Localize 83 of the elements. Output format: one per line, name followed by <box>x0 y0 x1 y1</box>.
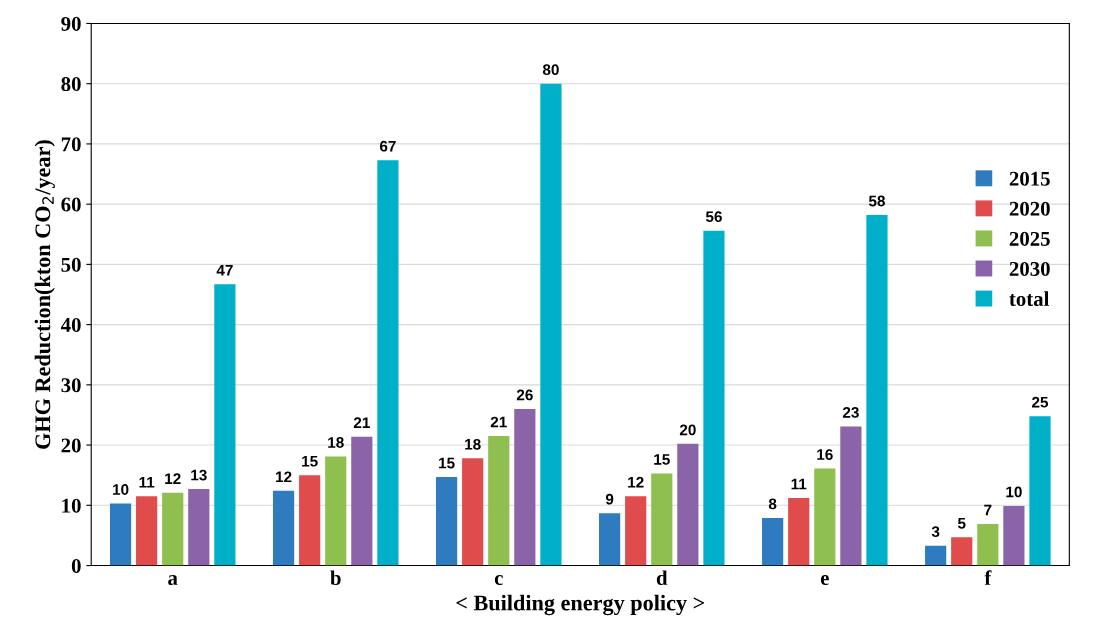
data-label: 7 <box>984 504 992 516</box>
x-tick-label: d <box>656 570 668 586</box>
legend-label: 2025 <box>1009 231 1050 246</box>
bar <box>351 436 373 566</box>
data-label: 11 <box>139 477 155 488</box>
y-tick-label: 30 <box>61 378 81 393</box>
data-label: 80 <box>542 64 559 76</box>
bar <box>299 475 321 566</box>
bar <box>540 83 562 566</box>
y-tick-label: 50 <box>61 257 81 272</box>
legend-label: total <box>1009 291 1050 306</box>
y-tick-label: 10 <box>62 498 81 513</box>
y-tick-label: 0 <box>71 558 81 573</box>
bar <box>325 456 347 566</box>
bar <box>625 496 647 566</box>
bar <box>1029 416 1051 566</box>
data-label: 9 <box>605 493 614 505</box>
bar <box>462 458 484 566</box>
data-label: 21 <box>353 417 370 428</box>
bar <box>840 426 862 566</box>
data-label: 3 <box>931 526 940 538</box>
bar <box>188 489 210 566</box>
bar <box>814 468 836 566</box>
x-tick-label: e <box>820 575 829 586</box>
data-label: 25 <box>1032 396 1049 408</box>
bar <box>925 545 947 566</box>
data-label: 56 <box>705 211 722 223</box>
bar <box>866 214 888 566</box>
bar <box>651 473 673 566</box>
bar <box>1003 505 1025 566</box>
x-tick-label: c <box>494 575 503 586</box>
bar <box>762 517 784 566</box>
x-tick-label: f <box>984 570 992 585</box>
x-axis-title: < Building energy policy > <box>456 594 705 616</box>
data-label: 26 <box>516 389 533 401</box>
bar <box>136 496 158 566</box>
legend-label: 2020 <box>1009 201 1050 216</box>
data-label: 5 <box>957 517 966 529</box>
data-label: 8 <box>768 498 777 510</box>
data-label: 11 <box>791 478 807 490</box>
bar <box>514 408 536 566</box>
data-label: 10 <box>113 484 129 495</box>
data-label: 18 <box>465 438 481 450</box>
data-label: 15 <box>439 457 455 469</box>
data-label: 15 <box>654 454 670 465</box>
y-tick-label: 70 <box>61 137 81 152</box>
bar <box>109 503 132 566</box>
y-tick-label: 80 <box>61 77 81 92</box>
data-label: 23 <box>842 407 859 418</box>
data-label: 67 <box>379 140 396 152</box>
data-label: 12 <box>276 471 292 483</box>
bar <box>436 476 458 566</box>
bar <box>703 230 725 566</box>
bar <box>162 492 184 566</box>
y-tick-label: 20 <box>61 438 81 453</box>
data-label: 21 <box>490 416 507 428</box>
bar <box>272 490 295 566</box>
data-label: 12 <box>628 476 644 488</box>
data-label: 12 <box>165 473 181 484</box>
data-label: 20 <box>679 424 696 436</box>
y-tick-label: 40 <box>60 317 81 333</box>
bar <box>599 513 621 566</box>
data-label: 15 <box>302 455 318 467</box>
data-label: 16 <box>817 449 833 460</box>
bar <box>951 537 973 566</box>
data-label: 13 <box>191 469 207 481</box>
y-tick-label: 90 <box>61 16 81 31</box>
x-tick-label: a <box>168 575 178 586</box>
bar <box>488 436 510 566</box>
y-tick-label: 60 <box>61 197 81 212</box>
data-label: 47 <box>216 265 233 276</box>
data-label: 58 <box>868 195 885 207</box>
bar <box>377 160 399 566</box>
data-label: 10 <box>1006 486 1022 498</box>
bar <box>977 523 999 566</box>
data-label: 18 <box>328 437 344 448</box>
y-axis-title: GHG Reduction(kton CO$_{2}$/year) <box>34 140 55 449</box>
bar <box>677 443 699 566</box>
legend-label: 2030 <box>1009 261 1050 276</box>
x-tick-label: b <box>330 570 341 586</box>
bar <box>788 498 810 566</box>
bar <box>214 284 236 566</box>
legend-label: 2015 <box>1009 171 1050 186</box>
